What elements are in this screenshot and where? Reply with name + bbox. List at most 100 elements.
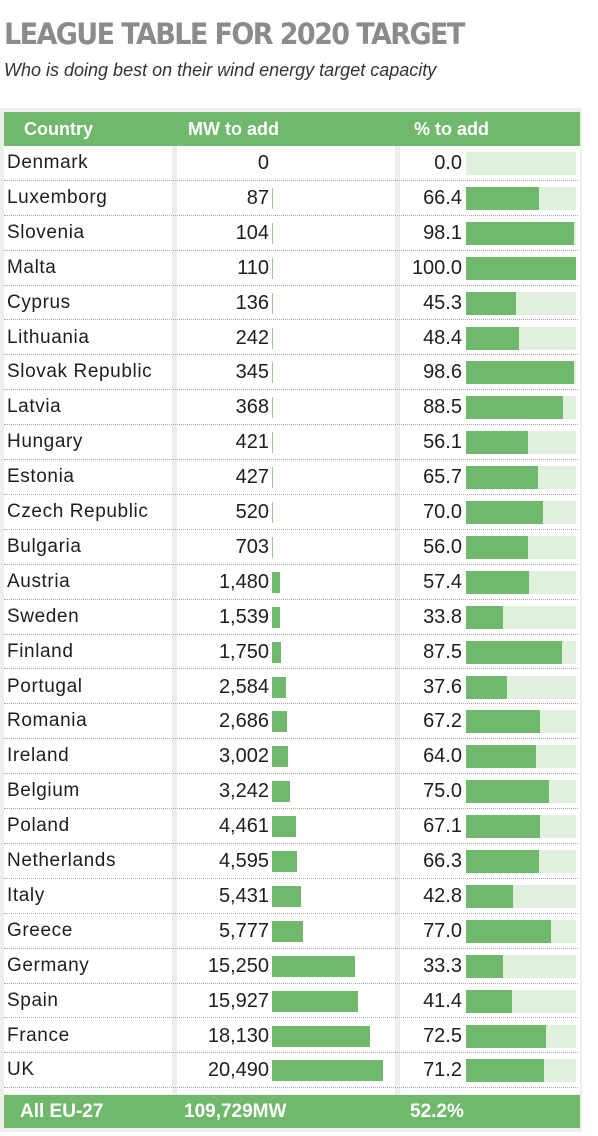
mw-bar <box>272 641 282 663</box>
country-cell: Slovak Republic <box>7 361 153 383</box>
pct-cell: 98.6 <box>423 361 462 384</box>
table-row: Germany 15,250 33.3 <box>0 949 582 984</box>
mw-cell: 4,461 <box>218 815 269 838</box>
country-cell: Lithuania <box>7 326 90 348</box>
table-row: Spain 15,927 41.4 <box>0 984 582 1019</box>
mw-cell: 3,242 <box>218 780 269 803</box>
mw-cell: 2,584 <box>218 675 269 698</box>
pct-bar <box>466 186 540 210</box>
row-divider <box>4 912 578 914</box>
mw-bar <box>272 257 273 279</box>
row-divider <box>4 528 578 530</box>
row-divider <box>4 668 578 670</box>
mw-cell: 15,927 <box>207 989 269 1012</box>
table-row: Malta 110 100.0 <box>0 251 582 286</box>
table-row: Portugal 2,584 37.6 <box>0 670 582 705</box>
row-divider <box>4 319 578 321</box>
country-cell: Belgium <box>7 780 80 802</box>
chart-subtitle: Who is doing best on their wind energy t… <box>4 60 437 80</box>
mw-bar <box>272 711 287 733</box>
pct-cell: 71.2 <box>423 1059 462 1082</box>
table-row: Czech Republic 520 70.0 <box>0 495 582 530</box>
row-divider <box>4 493 578 495</box>
pct-cell: 45.3 <box>423 291 462 314</box>
table-row: Greece 5,777 77.0 <box>0 914 582 949</box>
pct-cell: 56.0 <box>423 535 462 558</box>
row-divider <box>4 284 578 286</box>
mw-bar <box>272 885 302 907</box>
row-divider <box>4 179 578 181</box>
table-row: Sweden 1,539 33.8 <box>0 600 582 635</box>
row-divider <box>4 877 578 879</box>
table-row: Italy 5,431 42.8 <box>0 879 582 914</box>
mw-bar <box>272 292 273 314</box>
header-mw: MW to add <box>188 119 279 139</box>
total-label: All EU-27 <box>20 1101 104 1122</box>
mw-cell: 345 <box>235 361 269 384</box>
country-cell: Italy <box>7 884 45 906</box>
table-row: Slovenia 104 98.1 <box>0 216 582 251</box>
mw-cell: 87 <box>246 186 269 209</box>
mw-cell: 136 <box>235 291 269 314</box>
mw-bar <box>272 606 281 628</box>
pct-cell: 65.7 <box>423 466 462 489</box>
mw-bar <box>272 1025 371 1047</box>
mw-cell: 5,431 <box>218 884 269 907</box>
pct-cell: 88.5 <box>423 396 462 419</box>
pct-cell: 57.4 <box>423 570 462 593</box>
mw-bar <box>272 432 273 454</box>
mw-bar <box>272 1060 383 1082</box>
row-divider <box>4 703 578 705</box>
pct-bar <box>466 780 549 804</box>
row-divider <box>4 1087 578 1089</box>
pct-bar <box>466 640 563 664</box>
pct-bar <box>466 989 512 1013</box>
table-header <box>4 112 580 146</box>
mw-bar <box>272 816 297 838</box>
row-divider <box>4 808 578 810</box>
pct-cell: 87.5 <box>423 640 462 663</box>
table-row: Estonia 427 65.7 <box>0 460 582 495</box>
pct-bar <box>466 815 540 839</box>
pct-bar <box>466 291 516 315</box>
pct-cell: 77.0 <box>423 919 462 942</box>
table-row: Netherlands 4,595 66.3 <box>0 844 582 879</box>
pct-bar <box>466 361 575 385</box>
country-cell: Hungary <box>7 431 84 453</box>
mw-bar <box>272 676 286 698</box>
table-row: Slovak Republic 345 98.6 <box>0 355 582 391</box>
country-cell: Cyprus <box>7 291 71 313</box>
pct-cell: 66.4 <box>423 186 462 209</box>
mw-cell: 104 <box>235 221 269 244</box>
country-cell: Malta <box>7 256 57 278</box>
pct-cell: 56.1 <box>423 431 462 454</box>
country-cell: Austria <box>7 570 71 592</box>
pct-bar <box>466 1059 545 1083</box>
pct-bar <box>466 326 520 350</box>
row-divider <box>4 947 578 949</box>
country-cell: Estonia <box>7 466 75 488</box>
country-cell: Bulgaria <box>7 535 82 557</box>
pct-cell: 67.2 <box>423 710 462 733</box>
country-cell: Czech Republic <box>7 501 149 522</box>
country-cell: Netherlands <box>7 850 117 871</box>
row-divider <box>4 389 578 391</box>
mw-cell: 110 <box>237 256 269 279</box>
row-divider <box>4 598 578 600</box>
table-row: Belgium 3,242 75.0 <box>0 774 582 810</box>
mw-cell: 5,777 <box>218 919 269 942</box>
pct-cell: 72.5 <box>423 1024 462 1047</box>
pct-bar <box>466 605 504 629</box>
row-divider <box>4 773 578 775</box>
pct-cell: 37.6 <box>423 675 462 698</box>
pct-bar <box>466 221 574 245</box>
mw-cell: 18,130 <box>207 1024 269 1047</box>
table-row: UK 20,490 71.2 <box>0 1053 582 1089</box>
pct-bar <box>466 256 576 280</box>
mw-cell: 1,750 <box>218 640 269 663</box>
table-row: Cyprus 136 45.3 <box>0 286 582 321</box>
pct-bar <box>466 884 514 908</box>
country-cell: Germany <box>7 954 90 976</box>
row-divider <box>4 633 578 635</box>
pct-bar <box>466 501 543 524</box>
